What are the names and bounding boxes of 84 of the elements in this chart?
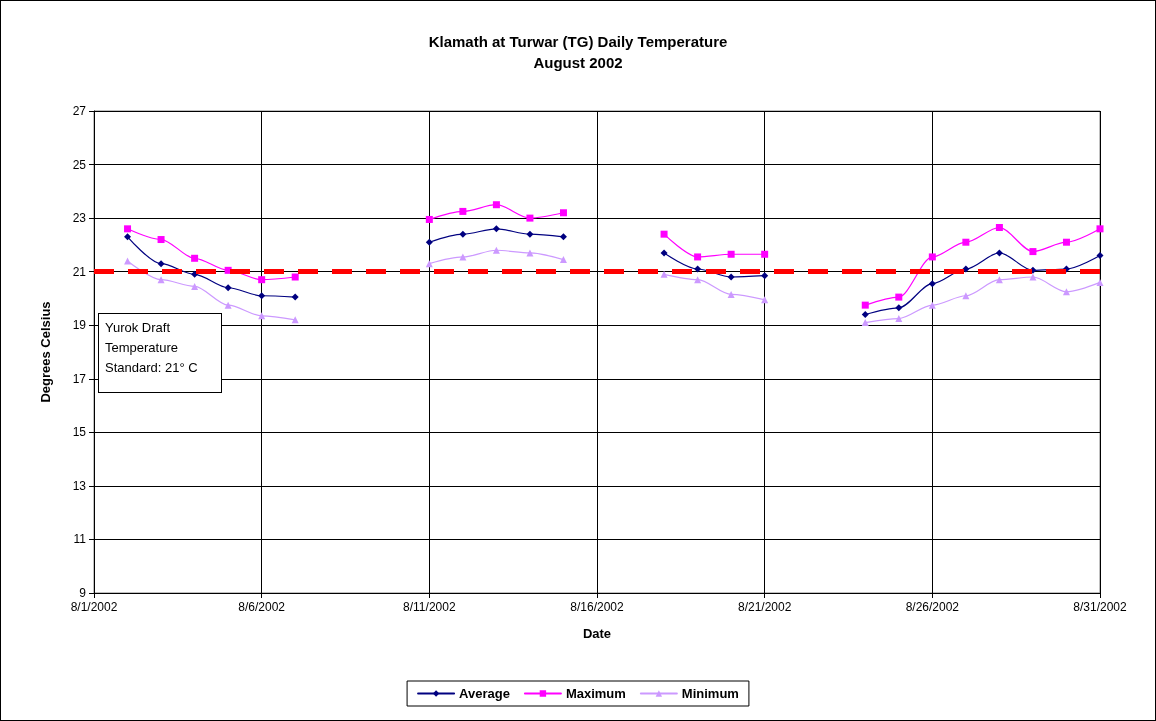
point — [962, 265, 970, 273]
point — [425, 260, 433, 268]
point — [526, 214, 534, 222]
point — [1096, 252, 1104, 260]
point — [425, 238, 433, 246]
x-tick-label: 8/26/2002 — [905, 600, 960, 614]
point — [660, 230, 668, 238]
point — [727, 250, 735, 258]
point — [191, 270, 199, 278]
point — [559, 256, 567, 264]
point — [995, 223, 1003, 231]
point — [727, 273, 735, 281]
point — [258, 292, 266, 300]
point — [928, 280, 936, 288]
legend-label: Average — [459, 686, 510, 701]
point — [962, 238, 970, 246]
point — [861, 311, 869, 319]
point — [258, 276, 266, 284]
y-tick-label: 27 — [72, 104, 87, 118]
y-tick-label: 11 — [73, 532, 87, 547]
x-tick-label: 8/11/2002 — [403, 600, 456, 614]
y-tick-label: 21 — [72, 264, 87, 279]
point — [157, 236, 165, 244]
y-tick-label: 19 — [72, 318, 87, 333]
y-tick-label: 13 — [72, 478, 87, 493]
point — [492, 201, 500, 209]
x-axis-title: Date — [582, 626, 612, 641]
point — [425, 215, 433, 223]
point — [761, 272, 769, 280]
point — [895, 293, 903, 301]
point — [1029, 273, 1037, 281]
chart-title: Klamath at Turwar (TG) Daily Temperature — [428, 33, 728, 50]
point — [694, 253, 702, 261]
point — [124, 233, 132, 241]
legend-label: Maximum — [565, 686, 626, 701]
point — [928, 253, 936, 261]
point — [1062, 288, 1070, 296]
x-tick-label: 8/1/2002 — [70, 600, 118, 614]
y-tick-label: 17 — [72, 371, 87, 386]
point — [895, 315, 903, 323]
point — [761, 250, 769, 258]
y-tick-label: 23 — [72, 211, 87, 226]
point — [291, 273, 299, 281]
point — [291, 293, 299, 301]
point — [157, 260, 165, 268]
y-tick-label: 25 — [72, 157, 87, 172]
point — [861, 319, 869, 327]
point — [727, 290, 735, 298]
point — [526, 230, 534, 238]
x-tick-label: 8/16/2002 — [570, 600, 625, 614]
point — [1029, 248, 1037, 256]
point — [895, 304, 903, 312]
point — [1062, 238, 1070, 246]
point — [124, 225, 132, 233]
chart-subtitle: August 2002 — [533, 54, 623, 71]
point — [1096, 278, 1104, 286]
x-tick-label: 8/21/2002 — [737, 600, 792, 614]
point — [224, 284, 232, 292]
point — [191, 254, 199, 262]
annotation: Yurok Draft Temperature Standard: 21° C — [98, 313, 222, 393]
point — [191, 282, 199, 290]
point — [861, 301, 869, 309]
point — [995, 276, 1003, 284]
x-tick-label: 8/31/2002 — [1073, 600, 1128, 614]
point — [995, 249, 1003, 257]
y-axis-title: Degrees Celsius — [38, 301, 53, 403]
point — [660, 249, 668, 257]
point — [224, 301, 232, 309]
x-tick-label: 8/6/2002 — [238, 600, 286, 614]
point — [492, 246, 500, 254]
y-tick-label: 9 — [79, 586, 87, 600]
point — [694, 276, 702, 284]
point — [559, 233, 567, 241]
legend-label: Minimum — [681, 686, 739, 701]
point — [559, 209, 567, 217]
point — [660, 270, 668, 278]
point — [928, 301, 936, 309]
point — [459, 207, 467, 215]
y-tick-label: 15 — [72, 425, 87, 440]
point — [157, 276, 165, 284]
point — [694, 265, 702, 273]
point — [459, 230, 467, 238]
point — [492, 225, 500, 233]
point — [1096, 225, 1104, 233]
